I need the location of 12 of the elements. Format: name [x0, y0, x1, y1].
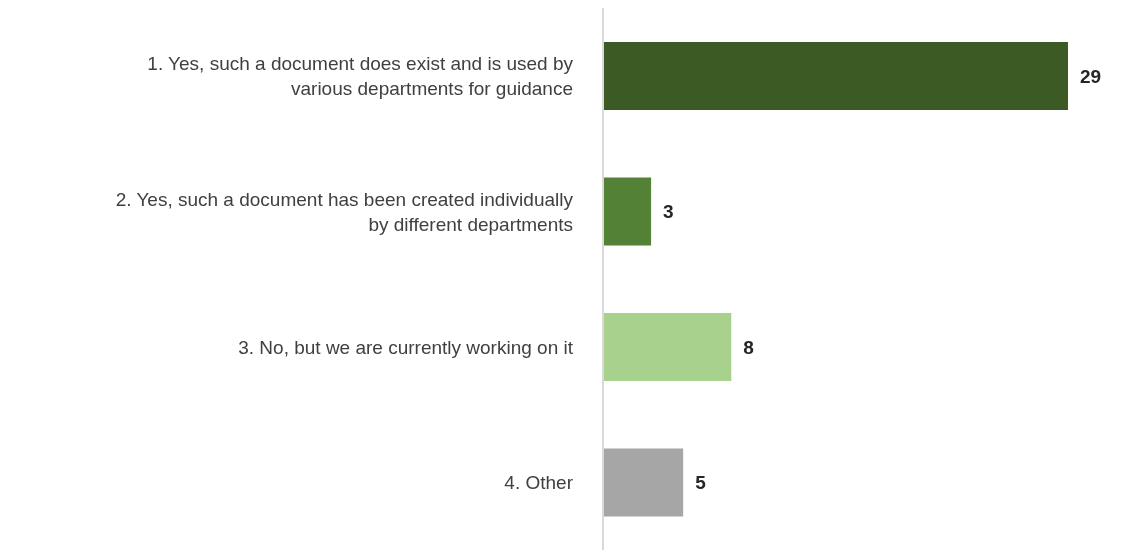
- y-tick-label: 3. No, but we are currently working on it: [238, 336, 574, 358]
- data-label: 3: [663, 201, 674, 223]
- data-label: 29: [1080, 65, 1102, 87]
- bar: [603, 312, 732, 381]
- bar: [603, 41, 1068, 110]
- bar: [603, 177, 652, 246]
- y-tick-label: 4. Other: [504, 471, 574, 493]
- y-tick-label: 2. Yes, such a document has been created individually by different departments: [115, 188, 574, 235]
- y-tick-label: 1. Yes, such a document does exist and is used by various departments for guidance: [147, 52, 574, 99]
- bar: [603, 448, 684, 517]
- data-label: 5: [695, 472, 707, 494]
- data-label: 8: [743, 336, 754, 358]
